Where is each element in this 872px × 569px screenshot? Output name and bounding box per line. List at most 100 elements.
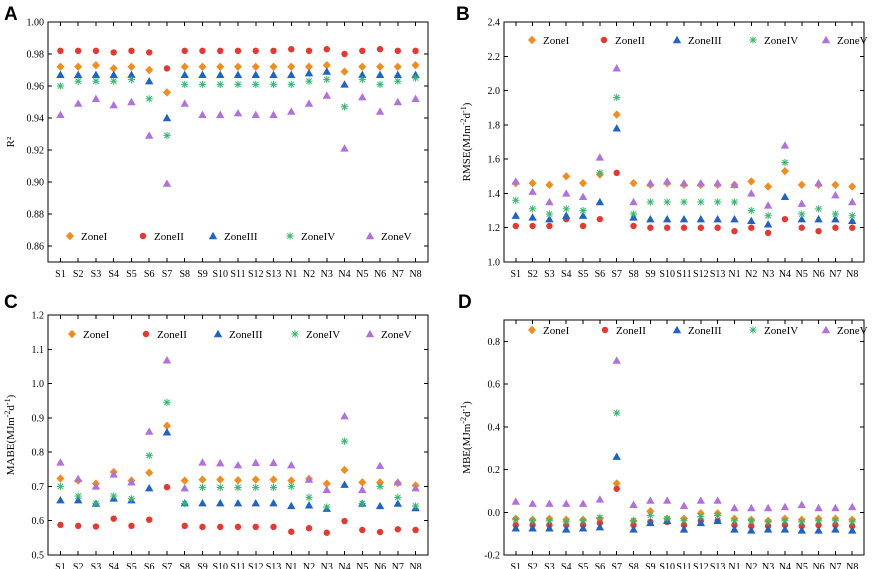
point-zoneiv-s7 — [613, 409, 621, 417]
x-tick-label-n6: N6 — [374, 562, 386, 569]
point-zoneiv-s9 — [646, 511, 654, 520]
point-zoneii-s10 — [663, 224, 671, 231]
point-zoneiii-s13 — [269, 70, 278, 78]
series-zoneii-points — [512, 169, 856, 237]
point-zoneiv-s6 — [145, 95, 153, 103]
point-zonev-s5 — [578, 192, 588, 201]
point-zonei-n1 — [287, 476, 296, 485]
point-zoneiv-s11 — [680, 517, 688, 525]
point-zonev-s10 — [216, 458, 225, 467]
point-zonei-n1 — [287, 62, 296, 71]
panel-letter-c: C — [4, 292, 18, 313]
point-zoneiv-s7 — [163, 398, 171, 407]
point-zonev-s2 — [528, 499, 537, 507]
point-zoneii-n6 — [815, 227, 822, 235]
point-zoneiii-n5 — [797, 526, 806, 534]
point-zonei-s5 — [127, 62, 136, 71]
point-zoneii-n8 — [412, 47, 419, 54]
point-zoneiii-s10 — [216, 499, 225, 507]
x-tick-label-s6: S6 — [595, 562, 606, 569]
x-tick-label-s5: S5 — [578, 269, 589, 280]
point-zoneii-s10 — [217, 523, 224, 531]
point-zoneiv-s13 — [714, 198, 722, 206]
legend-marker-zonei — [68, 329, 76, 339]
point-zoneii-s8 — [630, 222, 637, 230]
x-tick-label-s13: S13 — [266, 562, 282, 569]
point-zoneiii-s6 — [595, 523, 605, 531]
x-tick-label-s2: S2 — [527, 562, 538, 569]
point-zoneiii-n1 — [730, 214, 739, 223]
point-zoneiii-s13 — [713, 516, 722, 525]
x-tick-label-s1: S1 — [510, 562, 521, 569]
point-zonei-n4 — [780, 166, 789, 176]
x-tick-label-n8: N8 — [409, 269, 421, 280]
point-zoneiv-n5 — [798, 210, 806, 218]
point-zoneiv-s13 — [269, 80, 278, 88]
point-zoneii-n4 — [781, 215, 789, 223]
point-zoneiii-s1 — [511, 524, 520, 532]
point-zoneii-s11 — [234, 47, 242, 54]
point-zonev-s7 — [612, 64, 621, 72]
legend: ZoneI ZoneII ZoneIII ZoneIV ZoneV — [528, 35, 868, 47]
point-zoneiv-s2 — [528, 517, 537, 525]
legend-label-zoneii: ZoneII — [154, 231, 184, 243]
legend-marker-zoneiii — [213, 329, 223, 338]
point-zoneiii-s10 — [216, 70, 225, 78]
point-zoneii-s4 — [110, 515, 117, 522]
legend-marker-zoneiv — [749, 326, 757, 334]
legend-marker-zoneii — [601, 326, 609, 334]
point-zoneiv-s12 — [697, 198, 705, 206]
x-tick-label-s4: S4 — [561, 269, 572, 280]
point-zonev-s1 — [56, 458, 65, 466]
point-zoneii-n2 — [748, 522, 755, 530]
legend-marker-zonev — [365, 231, 375, 240]
point-zonei-s12 — [251, 475, 260, 484]
y-axis-title: R² — [5, 136, 17, 147]
point-zoneiv-n2 — [747, 206, 755, 215]
point-zonei-s8 — [629, 178, 638, 188]
point-zonev-s13 — [269, 458, 278, 466]
point-zoneiv-n5 — [798, 518, 806, 526]
point-zoneiii-n5 — [358, 70, 367, 78]
point-zonev-s7 — [612, 356, 621, 364]
point-zoneiii-s7 — [612, 452, 621, 460]
point-zoneiii-s5 — [578, 211, 588, 219]
point-zoneiii-n1 — [287, 501, 296, 510]
x-tick-label-n8: N8 — [846, 269, 858, 280]
x-tick-label-s13: S13 — [710, 562, 726, 569]
point-zonev-s12 — [696, 178, 706, 187]
point-zonei-n3 — [322, 61, 331, 70]
y-tick-label: 0.6 — [488, 380, 501, 391]
x-tick-label-s4: S4 — [561, 562, 572, 569]
point-zoneiv-s10 — [216, 80, 224, 88]
point-zoneiv-s12 — [252, 483, 260, 492]
point-zoneii-s12 — [252, 47, 259, 54]
x-tick-label-s7: S7 — [162, 562, 173, 569]
point-zoneiii-s6 — [145, 77, 154, 85]
point-zonei-s7 — [612, 110, 621, 119]
point-zoneiii-n4 — [780, 525, 790, 533]
point-zoneii-s1 — [57, 521, 64, 529]
point-zoneiv-s1 — [56, 482, 65, 491]
point-zonev-s5 — [127, 478, 136, 486]
point-zoneiv-s2 — [528, 205, 537, 213]
x-tick-label-n1: N1 — [285, 562, 297, 569]
point-zoneiii-n7 — [831, 525, 840, 533]
point-zoneiii-n5 — [797, 214, 806, 223]
point-zonev-s6 — [595, 495, 605, 503]
y-axis-title: MBE(MJm-2d-1) — [459, 401, 473, 474]
x-tick-label-s9: S9 — [645, 562, 656, 569]
point-zoneii-s11 — [680, 224, 688, 231]
point-zoneii-n5 — [798, 224, 805, 231]
y-tick-label: 0.92 — [27, 146, 45, 157]
point-zoneiv-n4 — [340, 437, 349, 445]
point-zoneiv-s5 — [579, 206, 587, 215]
x-tick-label-n2: N2 — [745, 269, 757, 280]
point-zonei-s7 — [162, 88, 171, 97]
series-zonev-points — [56, 91, 420, 187]
point-zoneiii-n1 — [287, 70, 296, 78]
legend-marker-zoneii — [600, 36, 608, 44]
point-zonei-s10 — [216, 475, 225, 484]
point-zonev-s10 — [216, 110, 225, 118]
x-tick-label-s9: S9 — [197, 269, 208, 280]
